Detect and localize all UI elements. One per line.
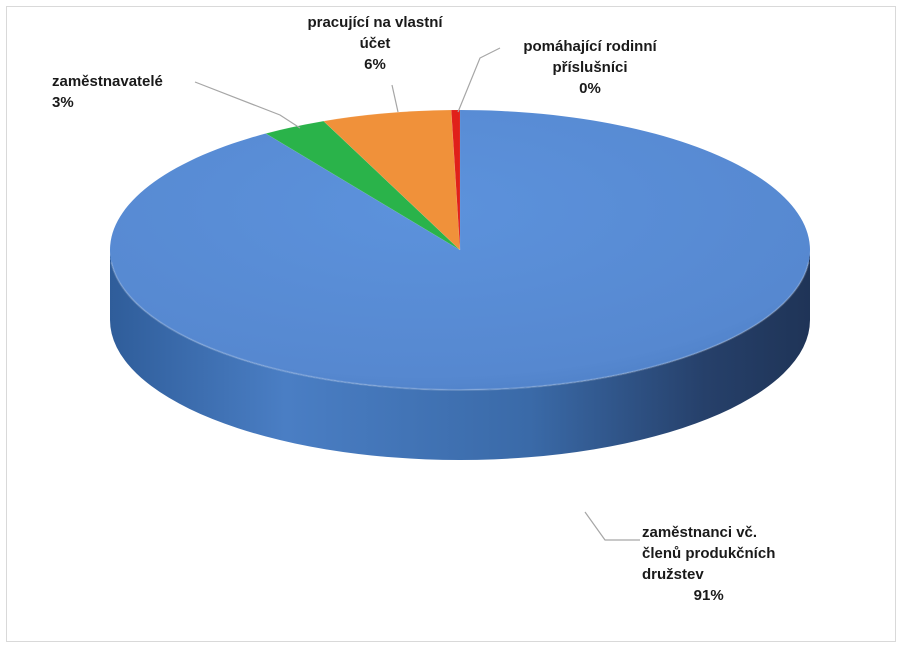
leader-line [584,511,640,541]
slice-value: 6% [364,56,386,73]
leader-line [391,84,399,113]
slice-label-line: příslušníci [552,59,628,76]
pie-slice [110,110,811,391]
slice-label-zamestnanci: zaměstnanci vč. členů produkčních družst… [642,522,775,606]
slice-label-line: zaměstnavatelé [52,73,163,90]
slice-label-line: pracující na vlastní [307,14,443,31]
slice-label-zamestnavatele: zaměstnavatelé 3% [52,71,163,113]
slice-value: 0% [579,80,601,97]
slice-value: 91% [693,587,724,604]
pie-rim-highlight [110,261,810,391]
pie-side-wall [110,250,810,460]
slice-label-pracujici: pracující na vlastní účet 6% [290,12,460,75]
leader-line [457,47,501,113]
pie-slice [265,120,461,251]
leader-line [194,81,301,129]
slice-value: 3% [52,94,74,111]
slice-label-line: zaměstnanci vč. [642,524,758,541]
slice-label-pomahajici: pomáhající rodinní příslušníci 0% [505,36,675,99]
pie-slice [322,109,461,251]
slice-label-line: družstev [642,566,704,583]
slice-label-line: účet [359,35,391,52]
slice-label-line: pomáhající rodinní [523,38,657,55]
pie-slice [450,109,461,251]
slice-label-line: členů produkčních [642,545,776,562]
